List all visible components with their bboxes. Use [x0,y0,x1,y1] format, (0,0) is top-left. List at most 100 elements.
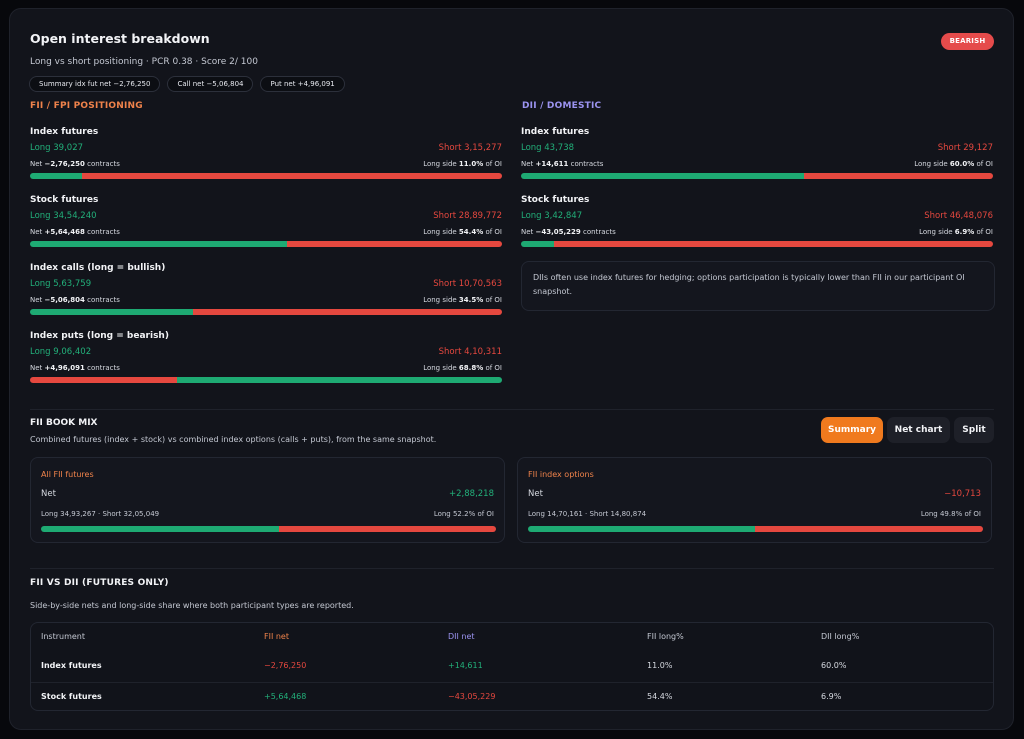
contracts-label: contracts [84,160,120,168]
long-side-label: Long side [423,296,459,304]
fii-net-cell: +5,64,468 [264,692,307,701]
net-contracts: Net −43,05,229 contracts [521,228,616,236]
of-oi-label: of OI [483,228,502,236]
divider [30,409,994,410]
long-side-share: Long side 6.9% of OI [919,228,993,236]
contracts-label: contracts [84,364,120,372]
fii-position-block: Index futures Long 39,027 Short 3,15,277 Ne… [30,127,502,191]
table-row: Stock futures +5,64,468 −43,05,229 54.4% 6.9… [31,682,993,710]
summary-button[interactable]: Summary [821,417,883,443]
fii-position-block: Index puts (long = bearish) Long 9,06,402… [30,331,502,395]
short-value: Short 28,89,772 [433,211,502,221]
long-side-label: Long side [423,228,459,236]
short-share-bar [192,309,502,315]
long-side-value: 68.8% [458,364,484,372]
net-value: −43,05,229 [535,228,581,236]
long-value: Long 9,06,402 [30,347,92,357]
chip-put-net: Put net +4,96,091 [260,76,345,92]
instrument-name: Index futures [521,127,590,137]
net-chart-button[interactable]: Net chart [887,417,950,443]
long-side-share: Long side 68.8% of OI [423,364,502,372]
net-label: Net [30,228,45,236]
net-contracts: Net −5,06,804 contracts [30,296,120,304]
fii-position-block: Index calls (long = bullish) Long 5,63,75… [30,263,502,327]
short-share-bar [278,526,496,532]
long-side-label: Long side [919,228,955,236]
long-share-bar [30,241,287,247]
short-value: Short 10,70,563 [433,279,502,289]
net-value: +5,64,468 [44,228,85,236]
book-mix-card: FII index options Net −10,713 Long 14,70,16… [517,457,992,543]
short-value: Short 3,15,277 [438,143,502,153]
oi-breakdown-card: Open interest breakdown Long vs short po… [9,8,1014,730]
long-side-value: 54.4% [458,228,484,236]
dii-position-block: Stock futures Long 3,42,847 Short 46,48,07… [521,195,993,259]
net-label: Net [521,228,536,236]
net-value: +2,88,218 [449,489,494,499]
book-mix-title: FII BOOK MIX [30,418,98,428]
long-share-bar [41,526,279,532]
book-mix-subtitle: Combined futures (index + stock) vs comb… [30,435,437,444]
of-oi-label: of OI [974,228,993,236]
net-value: +14,611 [535,160,569,168]
sentiment-badge: BEARISH [941,33,994,50]
net-contracts: Net +5,64,468 contracts [30,228,120,236]
contracts-label: contracts [568,160,604,168]
instrument-cell: Stock futures [41,692,102,701]
long-side-share: Long side 60.0% of OI [914,160,993,168]
long-side-share: Long side 54.4% of OI [423,228,502,236]
book-mix-card-title: All FII futures [41,470,94,479]
long-side-value: 60.0% [949,160,975,168]
fii-net-cell: −2,76,250 [264,661,307,670]
long-side-share: Long 49.8% of OI [920,510,981,518]
net-contracts: Net −2,76,250 contracts [30,160,120,168]
long-value: Long 3,42,847 [521,211,583,221]
long-side-value: 34.5% [458,296,484,304]
header-fii-long: FII long% [647,632,684,641]
dii-net-cell: −43,05,229 [448,692,496,701]
instrument-name: Index futures [30,127,99,137]
chip-idx-fut-net: Summary idx fut net −2,76,250 [29,76,161,92]
net-label: Net [30,160,45,168]
of-oi-label: of OI [483,160,502,168]
split-button[interactable]: Split [954,417,994,443]
contracts-label: contracts [84,228,120,236]
instrument-cell: Index futures [41,661,102,670]
dii-note: DIIs often use index futures for hedging… [521,261,995,311]
net-contracts: Net +4,96,091 contracts [30,364,120,372]
long-value: Long 34,54,240 [30,211,97,221]
dii-long-cell: 6.9% [821,692,842,701]
short-share-bar [30,377,178,383]
table-row: Index futures −2,76,250 +14,611 11.0% 60.0% [31,652,993,681]
chip-call-net: Call net −5,06,804 [167,76,254,92]
summary-chips: Summary idx fut net −2,76,250 Call net −… [29,76,345,92]
fii-vs-dii-subtitle: Side-by-side nets and long-side share wh… [30,601,354,610]
short-share-bar [804,173,993,179]
dii-position-block: Index futures Long 43,738 Short 29,127 Net … [521,127,993,191]
long-side-label: Long side [914,160,950,168]
net-label: Net [30,296,45,304]
book-mix-card-title: FII index options [528,470,594,479]
dii-net-cell: +14,611 [448,661,483,670]
fii-long-cell: 11.0% [647,661,673,670]
net-contracts: Net +14,611 contracts [521,160,603,168]
fii-long-cell: 54.4% [647,692,673,701]
long-short-bar [30,309,502,315]
dii-section-heading: DII / DOMESTIC [522,101,602,111]
short-share-bar [81,173,502,179]
short-value: Short 46,48,076 [924,211,993,221]
long-share-bar [528,526,755,532]
short-value: Short 4,10,311 [438,347,502,357]
header-fii-net: FII net [264,632,289,641]
page-title: Open interest breakdown [30,31,210,46]
long-share-bar [30,309,193,315]
of-oi-label: of OI [974,160,993,168]
short-share-bar [754,526,983,532]
long-side-label: Long side [423,160,459,168]
long-share-bar [521,173,805,179]
long-side-share: Long 52.2% of OI [433,510,494,518]
long-side-share: Long side 34.5% of OI [423,296,502,304]
instrument-name: Stock futures [521,195,590,205]
long-value: Long 5,63,759 [30,279,92,289]
short-share-bar [553,241,993,247]
